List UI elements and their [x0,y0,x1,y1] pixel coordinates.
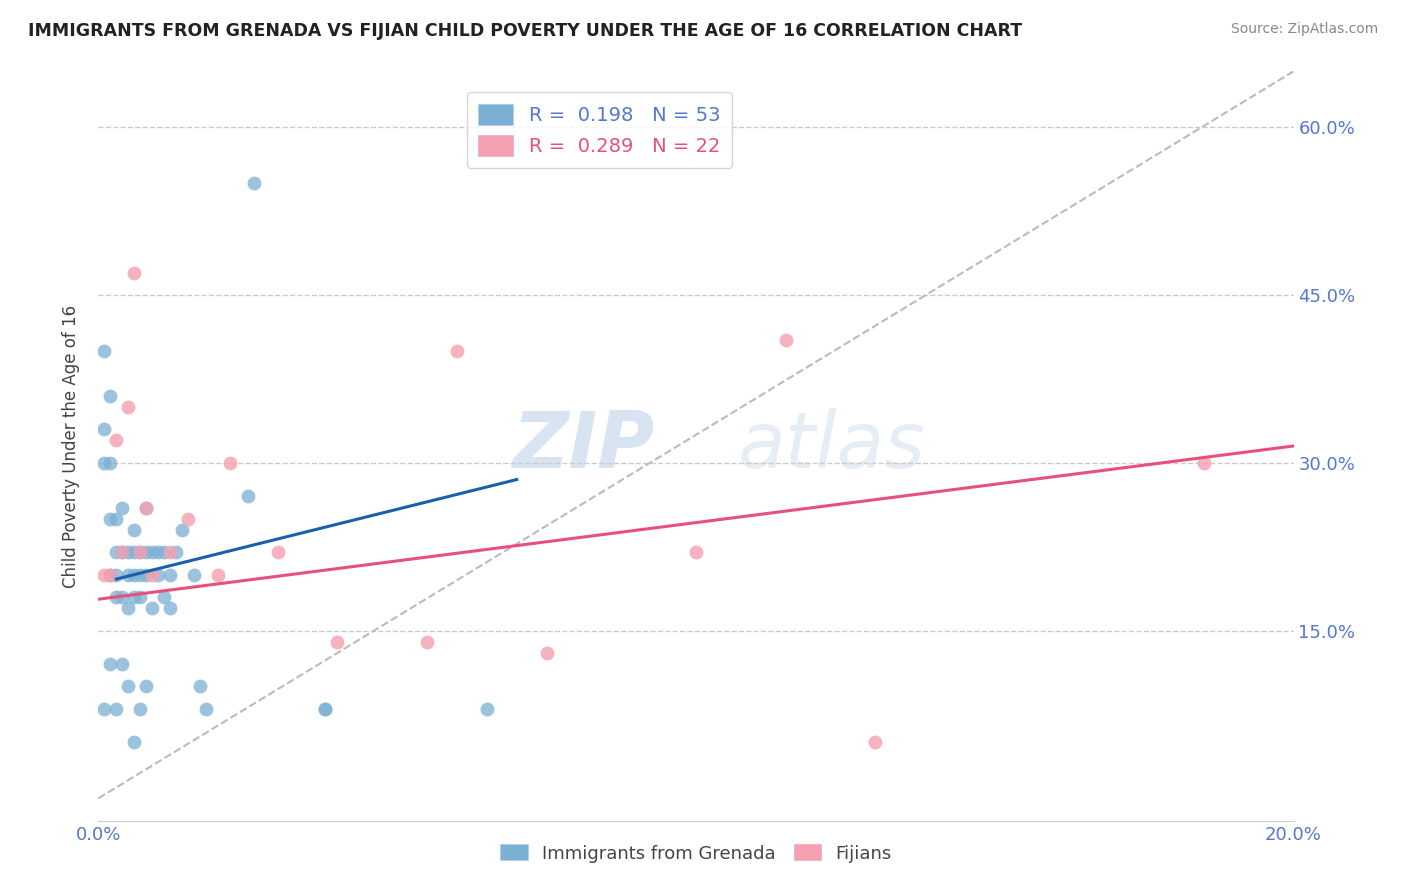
Point [124,735,146,749]
Point [105,545,128,559]
Point [135,500,157,515]
Text: IMMIGRANTS FROM GRENADA VS FIJIAN CHILD POVERTY UNDER THE AGE OF 16 CORRELATION : IMMIGRANTS FROM GRENADA VS FIJIAN CHILD … [28,22,1022,40]
Point [135,680,157,694]
Point [153,590,176,604]
Point [141,601,163,615]
Point [111,590,134,604]
Point [117,545,139,559]
Point [159,567,181,582]
Point [105,590,128,604]
Point [111,657,134,671]
Point [105,702,128,716]
Point [183,567,205,582]
Point [124,266,146,280]
Point [111,545,134,559]
Point [177,511,200,525]
Point [98,389,122,403]
Text: atlas: atlas [738,408,925,484]
Point [124,590,146,604]
Point [195,702,218,716]
Point [93,456,115,470]
Point [775,333,797,347]
Point [124,567,146,582]
Point [188,680,211,694]
Point [536,646,558,660]
Point [124,523,146,537]
Point [129,545,152,559]
Point [93,343,115,358]
Point [105,511,128,525]
Point [153,545,176,559]
Point [135,500,157,515]
Point [159,601,181,615]
Point [117,567,139,582]
Point [416,634,439,648]
Point [135,567,157,582]
Point [93,702,115,716]
Point [105,567,128,582]
Point [93,567,115,582]
Point [129,702,152,716]
Point [124,545,146,559]
Point [446,343,468,358]
Point [105,434,128,448]
Text: Source: ZipAtlas.com: Source: ZipAtlas.com [1230,22,1378,37]
Point [117,601,139,615]
Point [685,545,707,559]
Point [98,657,122,671]
Point [135,545,157,559]
Point [129,590,152,604]
Point [93,422,115,436]
Text: ZIP: ZIP [512,408,654,484]
Y-axis label: Child Poverty Under the Age of 16: Child Poverty Under the Age of 16 [62,304,80,588]
Point [98,511,122,525]
Point [243,176,266,190]
Point [98,567,122,582]
Point [165,545,187,559]
Point [326,634,349,648]
Point [98,567,122,582]
Point [172,523,194,537]
Point [267,545,290,559]
Point [141,567,163,582]
Point [475,702,498,716]
Point [236,489,259,503]
Point [111,500,134,515]
Point [111,545,134,559]
Point [315,702,337,716]
Point [98,456,122,470]
Point [148,545,170,559]
Point [219,456,242,470]
Point [1192,456,1215,470]
Legend: Immigrants from Grenada, Fijians: Immigrants from Grenada, Fijians [492,835,900,871]
Point [159,545,181,559]
Point [129,567,152,582]
Point [117,680,139,694]
Point [148,567,170,582]
Point [129,545,152,559]
Point [117,400,139,414]
Point [865,735,887,749]
Point [207,567,229,582]
Point [315,702,337,716]
Point [141,545,163,559]
